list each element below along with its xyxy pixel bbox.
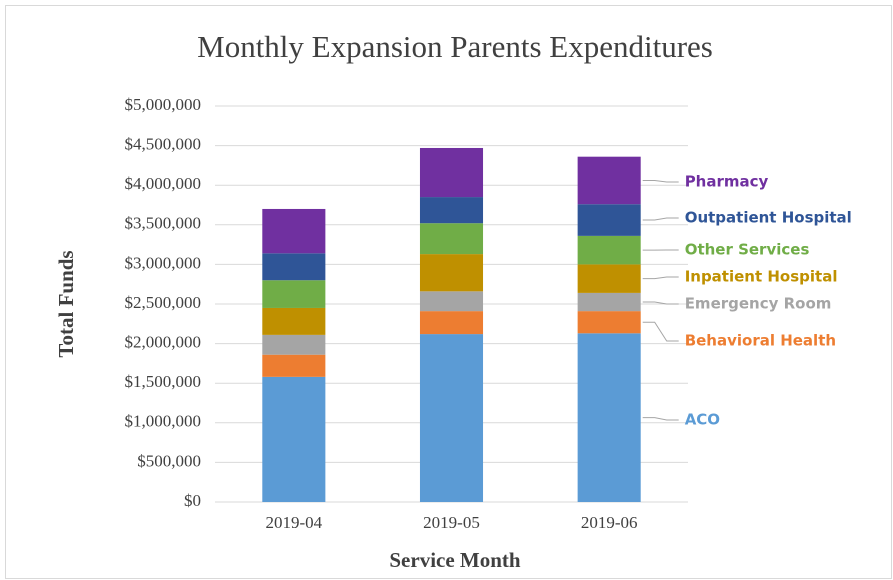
bar-segment [419,311,484,335]
y-tick-label: $4,000,000 [125,174,202,193]
bar-segment [577,156,641,205]
y-tick-label: $5,000,000 [125,95,202,114]
y-tick-label: $0 [184,491,201,510]
y-tick-label: $2,500,000 [125,293,202,312]
bar-segment [262,334,326,355]
bar-segment [262,253,326,281]
y-tick-label: $4,500,000 [125,135,202,154]
leader-line [642,417,679,421]
bar-segment [577,204,641,236]
legend-label: Other Services [685,241,810,259]
bar-segment [419,291,484,312]
bar-segment [577,292,641,312]
bar-segment [577,311,641,334]
bar-segment [262,208,326,254]
leader-line [642,179,679,183]
bar-segment [262,280,326,308]
y-tick-label: $3,500,000 [125,214,202,233]
leader-line [642,276,679,280]
bar-segment [262,354,326,377]
y-tick-label: $3,000,000 [125,253,202,272]
bar-segment [419,197,484,224]
bar-segment [419,223,484,255]
legend-label: Behavioral Health [685,332,836,350]
bar-segment [419,334,484,502]
bar-segment [577,264,641,293]
leader-line [642,217,679,221]
y-axis-label: Total Funds [54,250,78,357]
bar-segment [577,333,641,502]
bar-segment [577,235,641,265]
legend-label: Outpatient Hospital [685,209,852,227]
bar-segment [262,307,326,335]
legend-label: ACO [685,411,720,429]
x-tick-label: 2019-04 [265,513,322,532]
y-tick-label: $1,000,000 [125,412,202,431]
bar-segment [262,376,326,502]
leader-line [642,321,679,342]
chart-title: Monthly Expansion Parents Expenditures [197,29,713,64]
x-tick-label: 2019-06 [581,513,638,532]
leader-line [642,301,679,305]
x-axis-label: Service Month [389,548,521,572]
legend-label: Emergency Room [685,295,832,313]
bar-segment [419,147,484,198]
legend-label: Inpatient Hospital [685,268,838,286]
y-tick-label: $500,000 [137,451,201,470]
y-tick-label: $2,000,000 [125,333,202,352]
bar-segment [419,254,484,292]
legend-label: Pharmacy [685,173,769,191]
y-tick-label: $1,500,000 [125,372,202,391]
x-tick-label: 2019-05 [423,513,480,532]
